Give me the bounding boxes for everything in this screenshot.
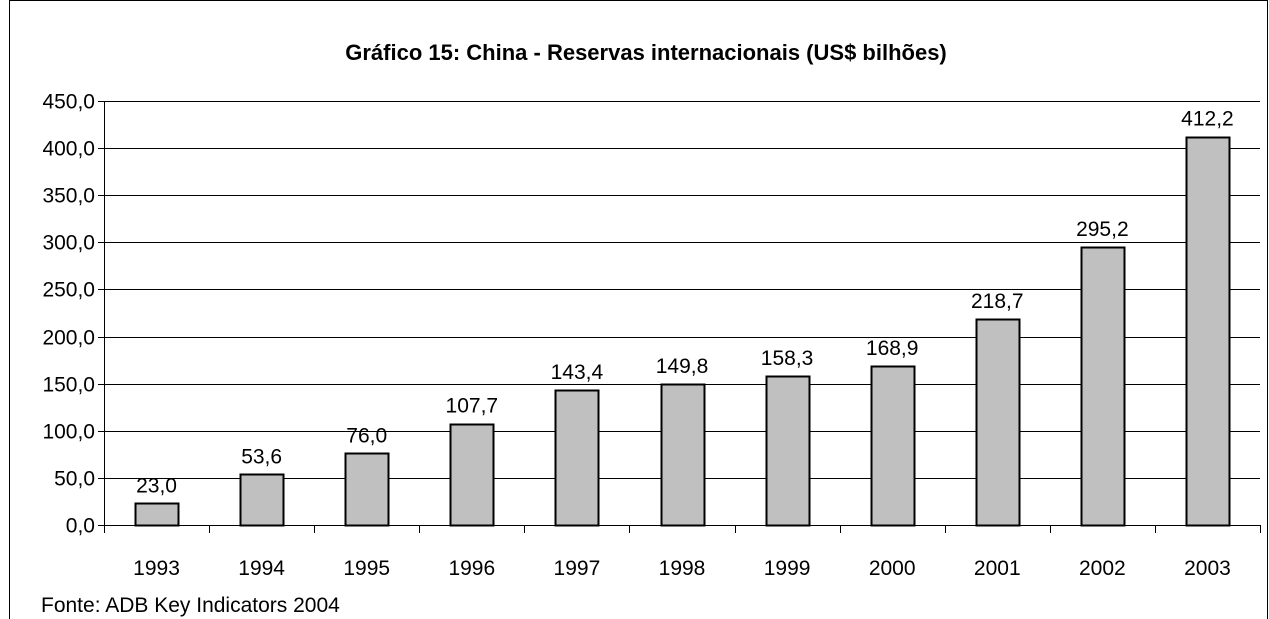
bar xyxy=(765,375,811,527)
x-tick-label: 2001 xyxy=(974,557,1021,580)
data-label: 76,0 xyxy=(346,424,387,447)
data-label: 107,7 xyxy=(446,395,499,418)
x-tick-label: 2003 xyxy=(1184,557,1231,580)
bar xyxy=(554,389,600,527)
labels: 0,0 50,0 100,0 150,0 200,0 250,0 300,0 350,0 400… xyxy=(42,91,1233,581)
x-tick-label: 2002 xyxy=(1079,557,1126,580)
data-label: 23,0 xyxy=(136,474,177,497)
data-label: 53,6 xyxy=(241,445,282,468)
x-tick-label: 1994 xyxy=(238,557,285,580)
y-tick-label: 400,0 xyxy=(42,138,95,161)
chart-title: Gráfico 15: China - Reservas internacion… xyxy=(345,40,947,65)
bar xyxy=(344,452,390,527)
data-label: 218,7 xyxy=(971,290,1024,313)
bar xyxy=(1080,246,1126,527)
x-tick-label: 1998 xyxy=(659,557,706,580)
data-label: 158,3 xyxy=(761,347,814,370)
y-tick-label: 450,0 xyxy=(42,91,95,114)
y-tick-label: 350,0 xyxy=(42,185,95,208)
data-label: 295,2 xyxy=(1076,218,1129,241)
axes xyxy=(98,101,1261,533)
bar xyxy=(1185,136,1231,527)
y-tick-label: 150,0 xyxy=(42,374,95,397)
source-note: Fonte: ADB Key Indicators 2004 xyxy=(41,594,340,617)
bar xyxy=(239,473,285,527)
y-tick-label: 50,0 xyxy=(54,468,95,491)
y-tick-label: 0,0 xyxy=(66,515,95,538)
bar xyxy=(870,365,916,527)
bar xyxy=(449,423,495,527)
y-tick-label: 250,0 xyxy=(42,279,95,302)
y-tick-label: 200,0 xyxy=(42,327,95,350)
bar xyxy=(660,383,706,527)
bars xyxy=(134,136,1231,527)
data-label: 149,8 xyxy=(656,355,709,378)
x-tick-label: 1996 xyxy=(448,557,495,580)
x-tick-label: 1993 xyxy=(133,557,180,580)
data-label: 168,9 xyxy=(866,337,919,360)
y-tick-label: 100,0 xyxy=(42,421,95,444)
x-tick-label: 1997 xyxy=(554,557,601,580)
x-tick-label: 1999 xyxy=(764,557,811,580)
x-tick-label: 1995 xyxy=(343,557,390,580)
y-tick-label: 300,0 xyxy=(42,232,95,255)
x-tick-label: 2000 xyxy=(869,557,916,580)
bar xyxy=(975,318,1021,527)
data-label: 143,4 xyxy=(551,361,604,384)
chart-border xyxy=(9,0,1268,619)
bar xyxy=(134,502,180,527)
data-label: 412,2 xyxy=(1181,108,1234,131)
gridlines xyxy=(104,101,1260,479)
